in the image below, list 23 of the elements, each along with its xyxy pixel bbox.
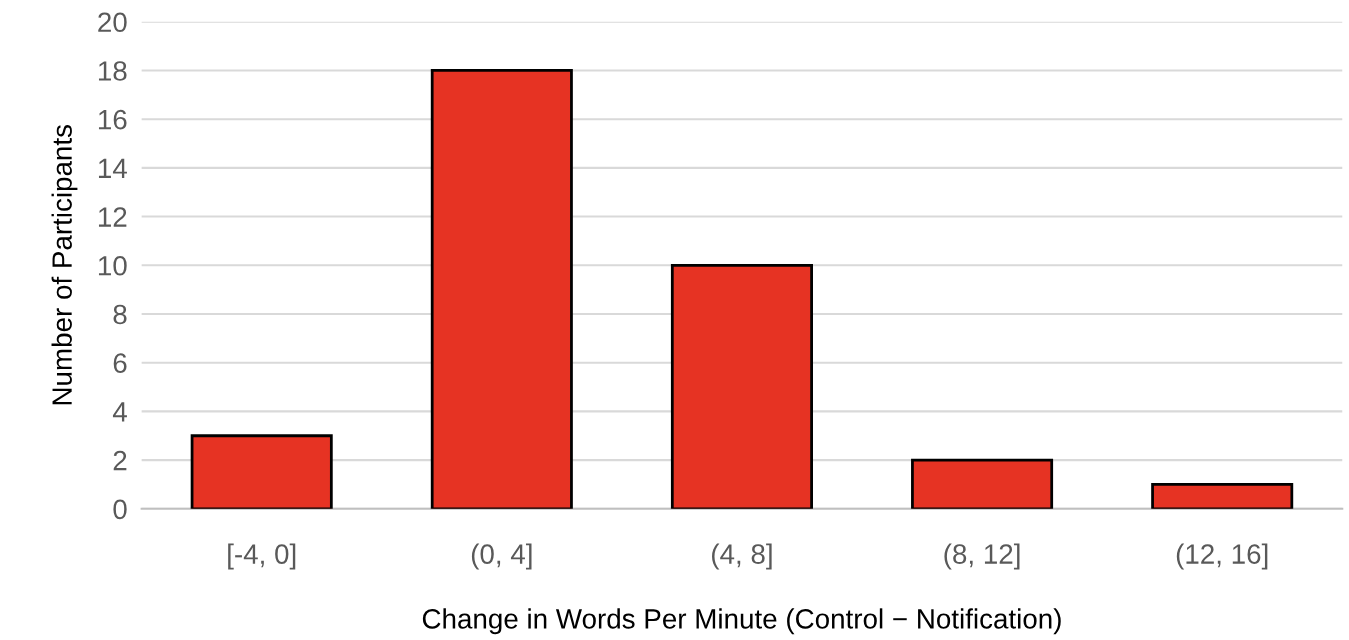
y-tick-label: 10 [98,255,127,276]
x-tick-label: (8, 12] [944,543,1020,570]
y-tick-label: 4 [112,402,127,422]
x-tick-label: (0, 4] [471,543,532,570]
bar [1151,483,1294,509]
y-tick-label: 6 [113,353,127,374]
y-tick-label: 16 [98,109,127,130]
y-axis-title: Number of Participants [51,125,78,405]
y-tick-label: 12 [98,207,127,227]
x-tick-label: (12, 16] [1176,543,1268,570]
bar [190,434,333,509]
x-tick-label: (4, 8] [712,543,772,570]
bar [670,263,813,509]
y-tick-label: 20 [98,12,127,33]
y-tick-label: 0 [113,499,127,520]
y-tick-label: 18 [98,61,127,81]
bar [430,69,573,509]
x-tick-label: [-4, 0] [228,543,296,570]
y-tick-label: 14 [98,158,127,178]
x-axis-title: Change in Words Per Minute (Control − Notification) [422,608,1061,635]
y-tick-label: 2 [113,450,127,471]
y-tick-label: 8 [113,304,127,325]
bar [911,458,1054,509]
